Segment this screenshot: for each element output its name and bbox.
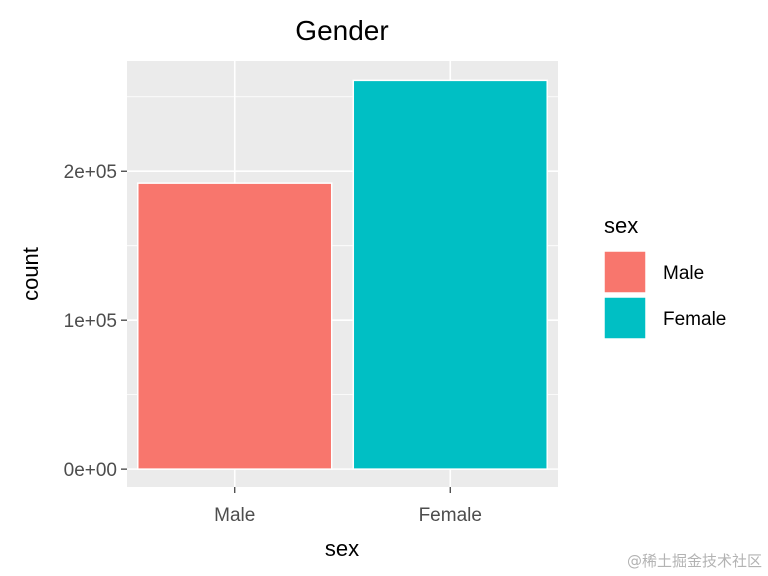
bars-group xyxy=(137,79,548,470)
x-axis-title: sex xyxy=(325,536,359,561)
legend-title: sex xyxy=(604,213,638,238)
legend-key-male xyxy=(603,250,647,294)
y-axis-title: count xyxy=(18,247,43,301)
y-axis: 0e+00 1e+05 2e+05 xyxy=(64,162,127,481)
y-tick-label-2: 2e+05 xyxy=(64,162,117,183)
x-tick-label-male: Male xyxy=(214,505,255,526)
legend-key-female xyxy=(603,296,647,340)
watermark-text: @稀土掘金技术社区 xyxy=(627,552,762,570)
bar-female xyxy=(352,79,548,470)
y-tick-label-1: 1e+05 xyxy=(64,311,117,332)
legend: sex Male Female xyxy=(603,213,726,340)
x-axis: Male Female xyxy=(214,487,482,526)
bar-male xyxy=(137,182,333,470)
legend-label-female: Female xyxy=(663,309,726,330)
x-tick-label-female: Female xyxy=(419,505,482,526)
chart-title: Gender xyxy=(295,15,388,46)
legend-label-male: Male xyxy=(663,263,704,284)
y-tick-label-0: 0e+00 xyxy=(64,460,117,481)
